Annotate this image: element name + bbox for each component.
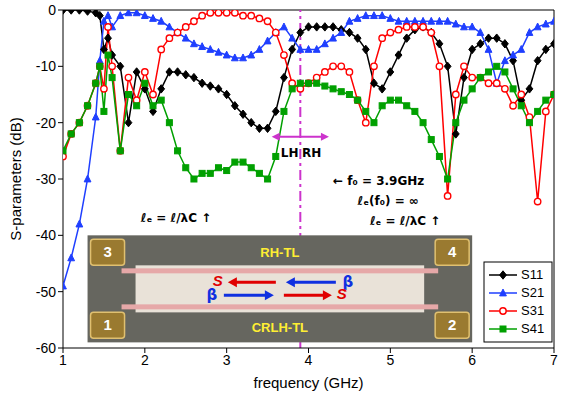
svg-text:3: 3 [223, 352, 231, 368]
svg-text:4: 4 [305, 352, 313, 368]
svg-text:S21: S21 [521, 285, 544, 300]
svg-text:6: 6 [468, 352, 476, 368]
svg-text:1: 1 [103, 316, 111, 333]
svg-text:-20: -20 [36, 115, 56, 131]
svg-text:LH: LH [281, 146, 299, 160]
svg-text:S31: S31 [521, 303, 544, 318]
svg-text:2: 2 [448, 316, 456, 333]
svg-text:-10: -10 [36, 58, 56, 74]
svg-text:3: 3 [103, 243, 111, 260]
svg-text:S11: S11 [521, 267, 543, 282]
svg-text:5: 5 [386, 352, 394, 368]
svg-text:0: 0 [48, 2, 56, 18]
svg-text:S: S [337, 285, 347, 302]
svg-text:7: 7 [550, 352, 558, 368]
svg-text:S41: S41 [521, 321, 544, 336]
svg-text:frequency (GHz): frequency (GHz) [253, 374, 363, 391]
svg-text:S-parameters (dB): S-parameters (dB) [7, 117, 24, 240]
svg-text:-50: -50 [36, 284, 56, 300]
svg-text:-60: -60 [36, 340, 56, 356]
svg-text:-40: -40 [36, 227, 56, 243]
svg-text:2: 2 [141, 352, 149, 368]
svg-text:CRLH-TL: CRLH-TL [252, 320, 308, 335]
svg-text:RH: RH [302, 146, 321, 160]
svg-text:ℓₑ = ℓ/λC ↑: ℓₑ = ℓ/λC ↑ [140, 211, 212, 225]
svg-text:← f₀ = 3.9GHz: ← f₀ = 3.9GHz [333, 174, 424, 188]
svg-text:1: 1 [59, 352, 67, 368]
svg-text:β: β [206, 286, 217, 304]
svg-text:4: 4 [448, 243, 457, 260]
svg-text:ℓₑ(f₀) = ∞: ℓₑ(f₀) = ∞ [357, 194, 419, 208]
svg-text:RH-TL: RH-TL [260, 245, 299, 260]
svg-text:β: β [342, 273, 353, 291]
svg-text:S: S [213, 272, 223, 289]
svg-text:-30: -30 [36, 171, 56, 187]
svg-text:ℓₑ = ℓ/λC ↑: ℓₑ = ℓ/λC ↑ [369, 214, 441, 228]
